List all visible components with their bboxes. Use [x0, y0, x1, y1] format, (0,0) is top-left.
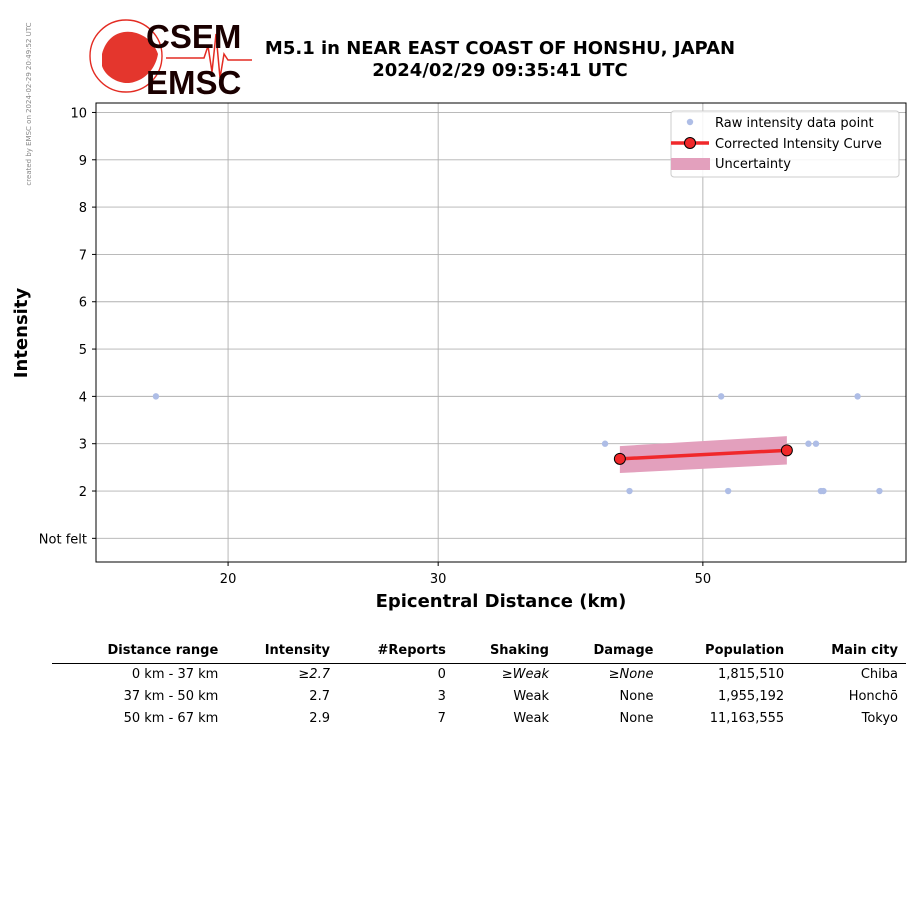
y-tick-label: 2 — [79, 485, 87, 500]
table-cell: Honchō — [848, 689, 898, 704]
y-axis-label: Intensity — [11, 288, 32, 379]
legend-raw-marker — [686, 118, 694, 126]
table-header-cell: Shaking — [453, 640, 557, 664]
logo-seismogram-icon — [166, 33, 252, 79]
table-cell: Chiba — [860, 667, 898, 682]
logo-continents-icon — [102, 31, 158, 84]
table-header-cell: #Reports — [337, 640, 454, 664]
table-row: 37 km - 50 km 2.7 3 Weak None 1,955,192 Honchō — [52, 686, 906, 708]
table-cell: None — [619, 711, 654, 726]
legend-band-swatch — [671, 158, 710, 170]
table-row: 50 km - 67 km 2.9 7 Weak None 11,163,555 Tokyo — [52, 708, 906, 730]
raw-intensity-point — [820, 487, 827, 495]
intensity-table: Distance range Intensity #Reports Shaking Da… — [52, 640, 906, 730]
y-tick-label: 9 — [79, 154, 87, 169]
table-cell: 37 km - 50 km — [123, 689, 219, 704]
corrected-curve — [613, 444, 793, 465]
x-tick-label: 30 — [430, 572, 447, 587]
logo-top-text: CSEM — [146, 18, 241, 55]
table-cell: 3 — [437, 689, 446, 704]
table-cell: 1,955,192 — [717, 689, 785, 704]
x-axis-label: Epicentral Distance (km) — [376, 591, 627, 612]
plot-frame — [95, 102, 907, 563]
legend-curve-marker — [684, 137, 696, 149]
table-row: 0 km - 37 km ≥2.7 0 ≥Weak ≥None 1,815,510 Chib… — [52, 664, 906, 687]
table-cell: Tokyo — [861, 711, 898, 726]
x-tick-label: 50 — [695, 572, 712, 587]
raw-intensity-point — [626, 487, 633, 495]
chart-legend: Raw intensity data point Corrected Inten… — [670, 110, 900, 178]
raw-intensity-point — [854, 393, 861, 400]
table-cell: 1,815,510 — [717, 667, 785, 682]
legend-curve-label: Corrected Intensity Curve — [715, 137, 882, 152]
y-tick-label: 6 — [79, 296, 87, 311]
intensity-chart: 20 30 50 Not felt 2 3 4 5 6 7 8 9 10 Epicentral Dis… — [11, 102, 907, 612]
raw-intensity-point — [724, 487, 732, 495]
table-cell: ≥2.7 — [298, 667, 330, 682]
table-header-cell: Intensity — [226, 640, 338, 664]
table-cell: Weak — [513, 711, 549, 726]
corrected-curve-point — [780, 444, 793, 457]
raw-intensity-point — [717, 393, 725, 400]
table-cell: ≥Weak — [501, 667, 549, 682]
title-line-date: 2024/02/29 09:35:41 UTC — [372, 60, 628, 81]
table-cell: Weak — [513, 689, 549, 704]
emsc-logo: CSEM EMSC — [89, 18, 252, 100]
raw-intensity-point — [812, 440, 820, 447]
raw-intensity-point — [601, 440, 609, 447]
y-tick-label: Not felt — [39, 532, 87, 547]
y-tick-label: 7 — [79, 248, 87, 263]
table-header-cell: Population — [661, 640, 793, 664]
table-cell: 0 km - 37 km — [131, 667, 219, 682]
y-tick-label: 8 — [79, 201, 87, 216]
y-axis-ticks: Not felt 2 3 4 5 6 7 8 9 10 — [39, 106, 96, 547]
logo-bottom-text: EMSC — [146, 64, 241, 100]
table-cell: 2.7 — [309, 689, 330, 704]
table-header-cell: Damage — [557, 640, 662, 664]
y-tick-label: 3 — [79, 438, 87, 453]
x-axis-ticks: 20 30 50 — [220, 562, 711, 587]
table-cell: 2.9 — [309, 711, 330, 726]
table-header-row: Distance range Intensity #Reports Shaking Da… — [52, 640, 906, 664]
table-cell: 7 — [437, 711, 446, 726]
x-tick-label: 20 — [220, 572, 237, 587]
corrected-curve-line — [619, 448, 787, 461]
legend-band-label: Uncertainty — [715, 157, 791, 172]
y-tick-label: 4 — [79, 390, 87, 405]
title-line-event: M5.1 in NEAR EAST COAST OF HONSHU, JAPAN — [264, 38, 736, 59]
table-header-cell: Main city — [792, 640, 906, 664]
y-tick-label: 10 — [70, 106, 87, 121]
corrected-curve-point — [613, 452, 626, 465]
raw-points — [152, 393, 883, 495]
table-body: 0 km - 37 km ≥2.7 0 ≥Weak ≥None 1,815,510 Chib… — [52, 664, 906, 731]
legend-raw-label: Raw intensity data point — [715, 116, 874, 131]
logo-globe-icon — [89, 19, 163, 93]
table-cell: ≥None — [608, 667, 654, 682]
table-cell: 0 — [437, 667, 446, 682]
raw-intensity-point — [152, 393, 160, 400]
table-cell: 50 km - 67 km — [123, 711, 219, 726]
table-cell: None — [619, 689, 654, 704]
raw-intensity-point — [876, 487, 883, 495]
chart-title: M5.1 in NEAR EAST COAST OF HONSHU, JAPAN… — [240, 38, 760, 82]
raw-intensity-point — [805, 440, 812, 447]
table-header-cell: Distance range — [52, 640, 227, 664]
y-tick-label: 5 — [79, 343, 87, 358]
table-cell: 11,163,555 — [709, 711, 785, 726]
